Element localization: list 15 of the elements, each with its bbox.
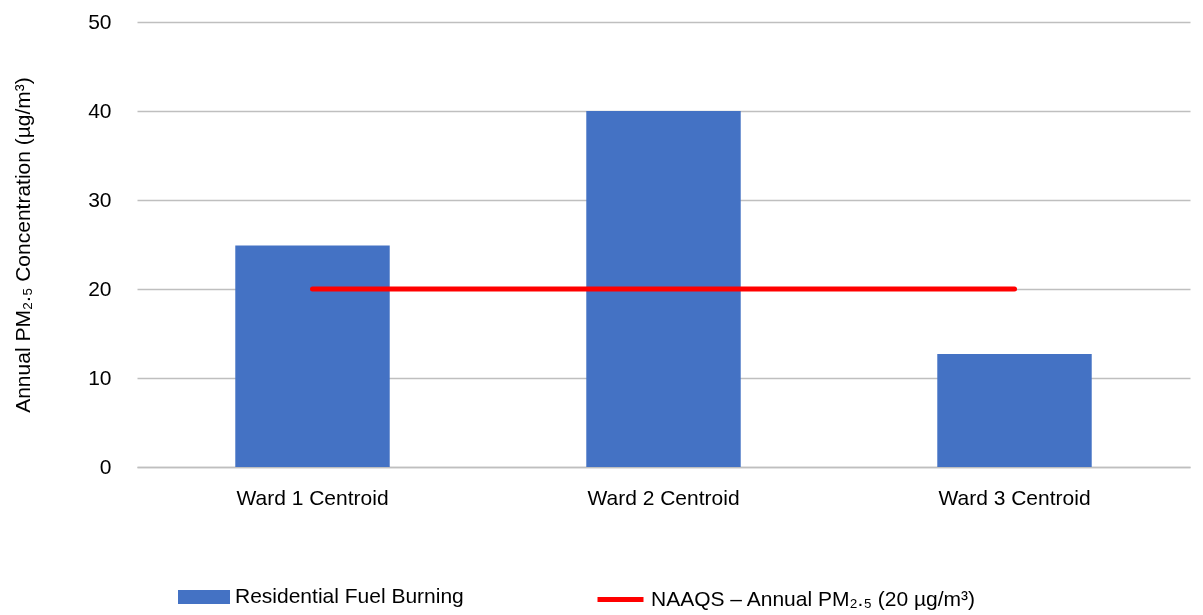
y-tick-label: 0 xyxy=(99,454,112,478)
legend-label: Residential Fuel Burning xyxy=(235,584,464,607)
bar xyxy=(937,353,1092,467)
y-tick-label: 40 xyxy=(88,98,112,122)
y-tick-label: 20 xyxy=(88,276,112,300)
y-tick-label: 50 xyxy=(88,9,112,33)
x-tick-label: Ward 1 Centroid xyxy=(236,485,389,509)
bar xyxy=(235,245,390,467)
bar xyxy=(586,111,741,467)
legend-label: NAAQS – Annual PM₂.₅ (20 µg/m³) xyxy=(651,586,975,610)
y-tick-label: 30 xyxy=(88,187,112,211)
y-tick-label: 10 xyxy=(88,365,112,389)
x-tick-label: Ward 3 Centroid xyxy=(938,485,1091,509)
x-tick-label: Ward 2 Centroid xyxy=(587,485,740,509)
y-axis-title: Annual PM₂.₅ Concentration (µg/m³) xyxy=(11,77,35,413)
